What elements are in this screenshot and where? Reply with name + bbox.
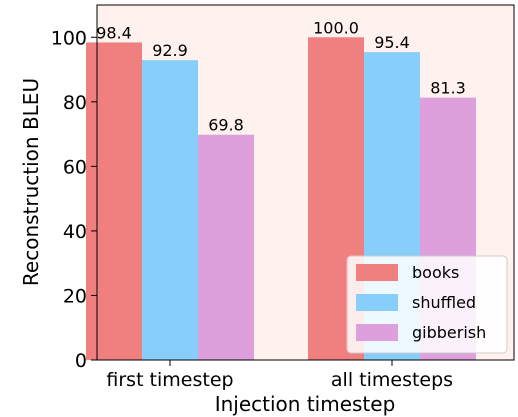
bar-books-0 (86, 42, 142, 360)
data-label-gibberish-0: 69.8 (208, 116, 244, 135)
legend-label-shuffled: shuffled (412, 293, 476, 312)
y-tick-label: 100 (51, 27, 87, 49)
data-label-shuffled-0: 92.9 (152, 41, 188, 60)
x-tick-label: first timestep (106, 369, 233, 391)
y-axis-title: Reconstruction BLEU (19, 78, 43, 286)
y-tick-label: 60 (63, 156, 87, 178)
x-tick-label: all timesteps (331, 369, 453, 391)
data-label-books-1: 100.0 (313, 18, 359, 37)
legend-label-books: books (412, 263, 459, 282)
value-labels-group: 98.4 100.0 92.9 95.4 69.8 81.3 (96, 18, 466, 134)
legend-label-gibberish: gibberish (412, 323, 486, 342)
bar-shuffled-0 (142, 60, 198, 360)
plot-frame (96, 4, 515, 361)
data-label-gibberish-1: 81.3 (430, 79, 466, 98)
y-tick-label: 80 (63, 92, 87, 114)
data-label-shuffled-1: 95.4 (374, 33, 410, 52)
x-axis: first timestep all timesteps (106, 360, 453, 391)
y-tick-label: 0 (75, 350, 87, 372)
legend-swatch-shuffled (356, 294, 398, 311)
data-label-books-0: 98.4 (96, 23, 132, 42)
legend-swatch-gibberish (356, 324, 398, 341)
y-tick-label: 40 (63, 221, 87, 243)
x-axis-title: Injection timestep (215, 392, 396, 416)
legend-swatch-books (356, 264, 398, 281)
y-tick-label: 20 (63, 285, 87, 307)
legend: books shuffled gibberish (346, 255, 508, 354)
bar-gibberish-0 (198, 134, 254, 360)
y-axis: 0 20 40 60 80 100 (51, 27, 97, 372)
